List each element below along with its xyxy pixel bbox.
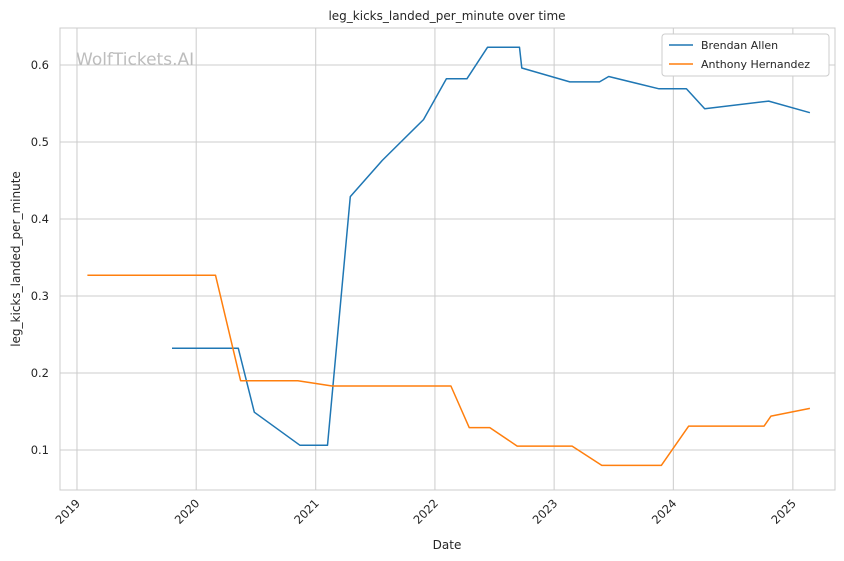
- x-tick-label: 2025: [768, 496, 799, 527]
- legend-label-anthony-hernandez: Anthony Hernandez: [701, 58, 810, 71]
- gridlines: [60, 28, 835, 490]
- y-tick-label: 0.3: [31, 289, 49, 303]
- y-axis-title: leg_kicks_landed_per_minute: [9, 171, 23, 347]
- x-tick-label: 2020: [172, 496, 203, 527]
- x-axis: 2019 2020 2021 2022 2023 2024 2025: [52, 496, 798, 527]
- series-line-brendan-allen: [172, 46, 811, 447]
- x-tick-label: 2024: [649, 496, 680, 527]
- y-tick-label: 0.6: [31, 58, 49, 72]
- series-layer: [87, 46, 811, 467]
- series-line-anthony-hernandez: [87, 274, 811, 467]
- y-axis: 0.1 0.2 0.3 0.4 0.5 0.6: [31, 58, 49, 457]
- x-tick-label: 2023: [530, 496, 561, 527]
- x-tick-label: 2019: [52, 496, 83, 527]
- x-axis-title: Date: [433, 538, 462, 552]
- legend-label-brendan-allen: Brendan Allen: [701, 39, 778, 52]
- watermark: WolfTickets.AI: [76, 50, 194, 70]
- y-tick-label: 0.2: [31, 366, 49, 380]
- chart-title: leg_kicks_landed_per_minute over time: [328, 9, 565, 23]
- x-tick-label: 2021: [291, 496, 322, 527]
- y-tick-label: 0.1: [31, 443, 49, 457]
- legend-box: [661, 33, 830, 77]
- x-tick-label: 2022: [410, 496, 441, 527]
- y-tick-label: 0.5: [31, 135, 49, 149]
- y-tick-label: 0.4: [31, 212, 49, 226]
- plot-area: [59, 27, 836, 491]
- legend: Brendan Allen Anthony Hernandez: [661, 33, 830, 77]
